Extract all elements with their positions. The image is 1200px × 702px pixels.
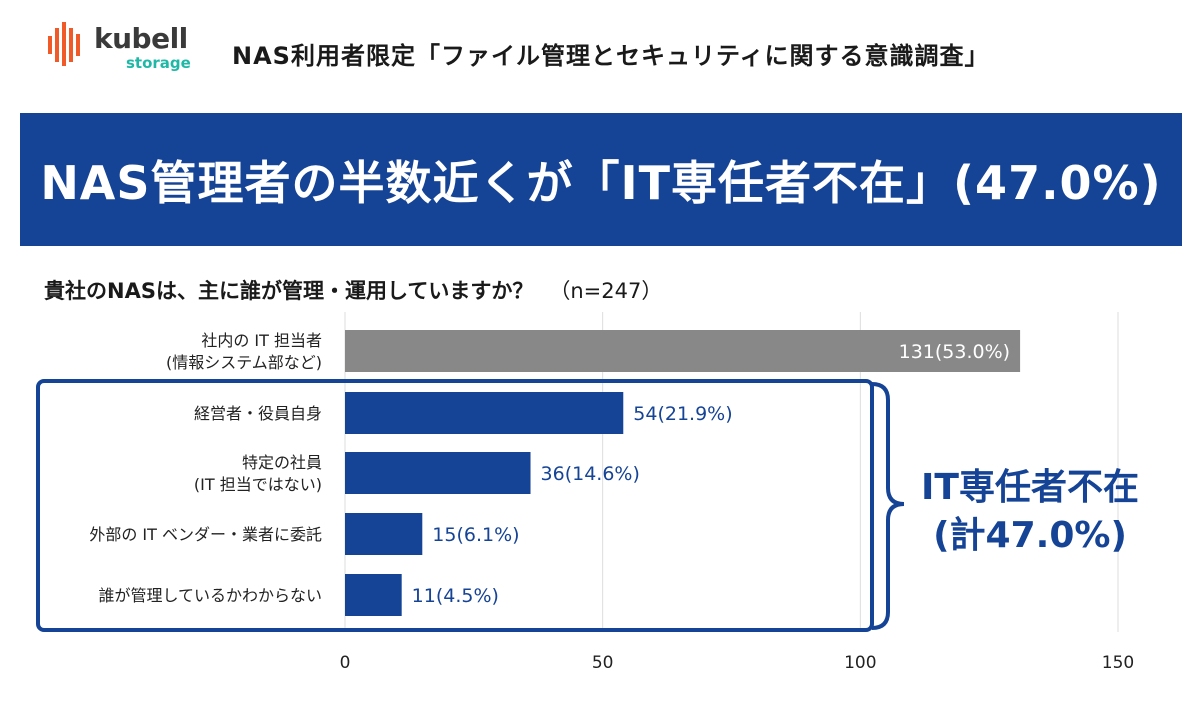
bar: [345, 392, 624, 434]
survey-title: NAS利用者限定「ファイル管理とセキュリティに関する意識調査」: [232, 42, 990, 70]
question-text: 貴社のNASは、主に誰が管理・運用していますか？ （n=247）: [44, 275, 662, 305]
brand-sub: storage: [126, 54, 191, 72]
callout-total: (計47.0%): [933, 515, 1127, 556]
bars-logo-icon: [48, 22, 80, 66]
x-tick-label: 100: [844, 653, 876, 673]
callout-title: IT専任者不在: [921, 467, 1139, 508]
category-label: 外部の IT ベンダー・業者に委託: [89, 525, 322, 544]
data-label: 131(53.0%): [899, 341, 1010, 363]
category-label: 特定の社員: [242, 453, 322, 472]
category-label: (情報システム部など): [166, 353, 322, 372]
category-label: 誰が管理しているかわからない: [98, 586, 322, 605]
brand-name: kubell: [94, 22, 188, 55]
x-tick-label: 0: [340, 653, 351, 673]
data-label: 15(6.1%): [432, 524, 519, 546]
bar: [345, 330, 1021, 372]
highlight-bracket: [871, 382, 905, 630]
x-tick-label: 50: [592, 653, 614, 673]
sample-size: （n=247）: [549, 279, 663, 303]
bar: [345, 574, 402, 616]
highlight-callout: IT専任者不在 (計47.0%): [900, 464, 1160, 560]
data-label: 54(21.9%): [633, 403, 732, 425]
bar: [345, 513, 423, 555]
question-label: 貴社のNASは、主に誰が管理・運用していますか？: [44, 279, 534, 303]
category-label: 社内の IT 担当者: [201, 331, 322, 350]
bar: [345, 452, 531, 494]
highlight-box: [36, 379, 874, 632]
category-label: (IT 担当ではない): [194, 475, 322, 494]
category-label: 経営者・役員自身: [194, 404, 322, 423]
kubell-storage-logo: kubell storage: [46, 20, 206, 76]
headline-text: NAS管理者の半数近くが「IT専任者不在」(47.0%): [40, 156, 1162, 210]
data-label: 36(14.6%): [541, 463, 640, 485]
headline-banner: NAS管理者の半数近くが「IT専任者不在」(47.0%): [20, 113, 1182, 246]
x-tick-label: 150: [1102, 653, 1134, 673]
data-label: 11(4.5%): [412, 585, 499, 607]
